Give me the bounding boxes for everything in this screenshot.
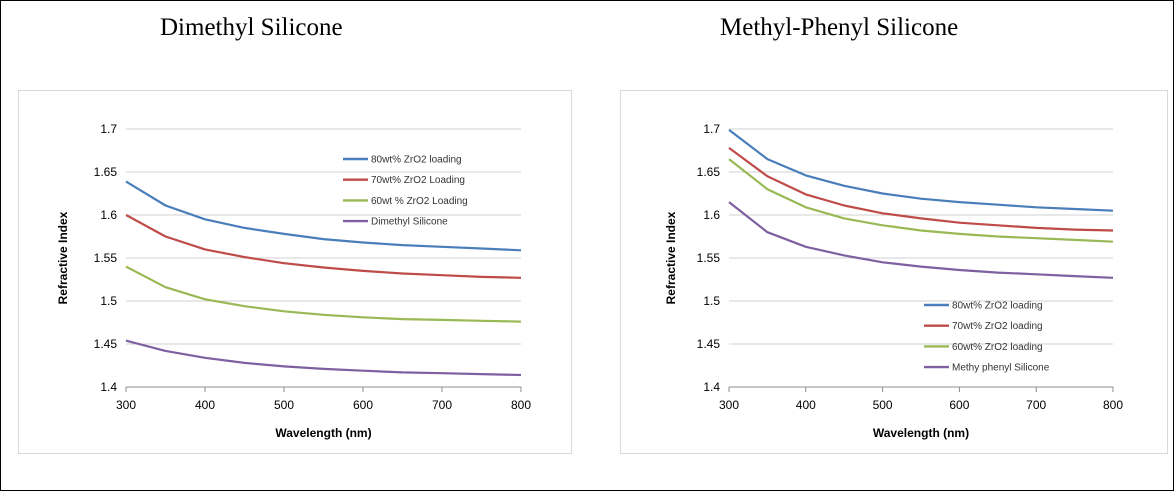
y-tick-label: 1.55 <box>94 251 118 265</box>
legend-label: Dimethyl Silicone <box>371 217 448 228</box>
legend-label: 80wt% ZrO2 loading <box>371 155 462 166</box>
series-line-2 <box>125 214 522 279</box>
chart-methyl-phenyl: 1.4 1.45 1.5 1.55 1.6 1.65 1.7 300 400 500 600 700 8… <box>620 90 1168 454</box>
legend-label: 80wt% ZrO2 loading <box>952 301 1043 312</box>
x-tick-label: 500 <box>274 398 294 412</box>
left-heading: Dimethyl Silicone <box>160 14 343 41</box>
series-line-1 <box>728 129 1114 212</box>
x-tick-label: 500 <box>873 398 893 412</box>
y-tick-label: 1.7 <box>100 122 117 136</box>
y-tick-label: 1.4 <box>100 380 117 394</box>
x-tick-label: 700 <box>432 398 452 412</box>
legend: 80wt% ZrO2 loading 70wt% ZrO2 Loading 60wt… <box>343 155 468 228</box>
series-line-3 <box>728 158 1114 243</box>
y-tick-label: 1.4 <box>703 380 720 394</box>
x-tick-label: 300 <box>116 398 136 412</box>
legend-label: 60wt % ZrO2 Loading <box>371 196 468 207</box>
series-line-3 <box>125 265 522 323</box>
x-tick-label: 400 <box>195 398 215 412</box>
y-tick-label: 1.5 <box>100 294 117 308</box>
y-tick-label: 1.45 <box>94 337 118 351</box>
y-tick-label: 1.55 <box>697 251 721 265</box>
series-line-2 <box>728 147 1114 232</box>
legend: 80wt% ZrO2 loading 70wt% ZrO2 loading 60wt… <box>924 301 1050 374</box>
chart-dimethyl: 1.4 1.45 1.5 1.55 1.6 1.65 1.7 300 400 500 600 700 8… <box>18 90 572 454</box>
y-tick-label: 1.7 <box>703 122 720 136</box>
legend-label: 70wt% ZrO2 Loading <box>371 175 465 186</box>
right-heading: Methyl-Phenyl Silicone <box>720 14 959 41</box>
y-axis-title: Refractive Index <box>664 211 678 304</box>
series-line-4 <box>728 201 1114 279</box>
legend-label: 70wt% ZrO2 loading <box>952 321 1043 332</box>
x-axis-title: Wavelength (nm) <box>873 426 969 440</box>
y-tick-label: 1.45 <box>697 337 721 351</box>
legend-label: Methy phenyl Silicone <box>952 363 1050 374</box>
y-tick-label: 1.65 <box>94 165 118 179</box>
legend-label: 60wt% ZrO2 loading <box>952 342 1043 353</box>
chart-methyl-phenyl-svg: 1.4 1.45 1.5 1.55 1.6 1.65 1.7 300 400 500 600 700 8… <box>664 122 1123 440</box>
series-line-4 <box>125 339 522 377</box>
x-axis-title: Wavelength (nm) <box>275 426 371 440</box>
x-tick-label: 800 <box>511 398 531 412</box>
x-tick-label: 700 <box>1026 398 1046 412</box>
x-tick-label: 600 <box>353 398 373 412</box>
x-tick-label: 600 <box>949 398 969 412</box>
y-tick-label: 1.6 <box>100 208 117 222</box>
series-line-1 <box>125 180 522 252</box>
x-tick-label: 400 <box>796 398 816 412</box>
chart-dimethyl-svg: 1.4 1.45 1.5 1.55 1.6 1.65 1.7 300 400 500 600 700 8… <box>56 122 531 440</box>
y-axis-title: Refractive Index <box>56 211 70 304</box>
y-tick-label: 1.5 <box>703 294 720 308</box>
y-tick-label: 1.65 <box>697 165 721 179</box>
x-tick-label: 300 <box>719 398 739 412</box>
x-tick-label: 800 <box>1103 398 1123 412</box>
y-tick-label: 1.6 <box>703 208 720 222</box>
